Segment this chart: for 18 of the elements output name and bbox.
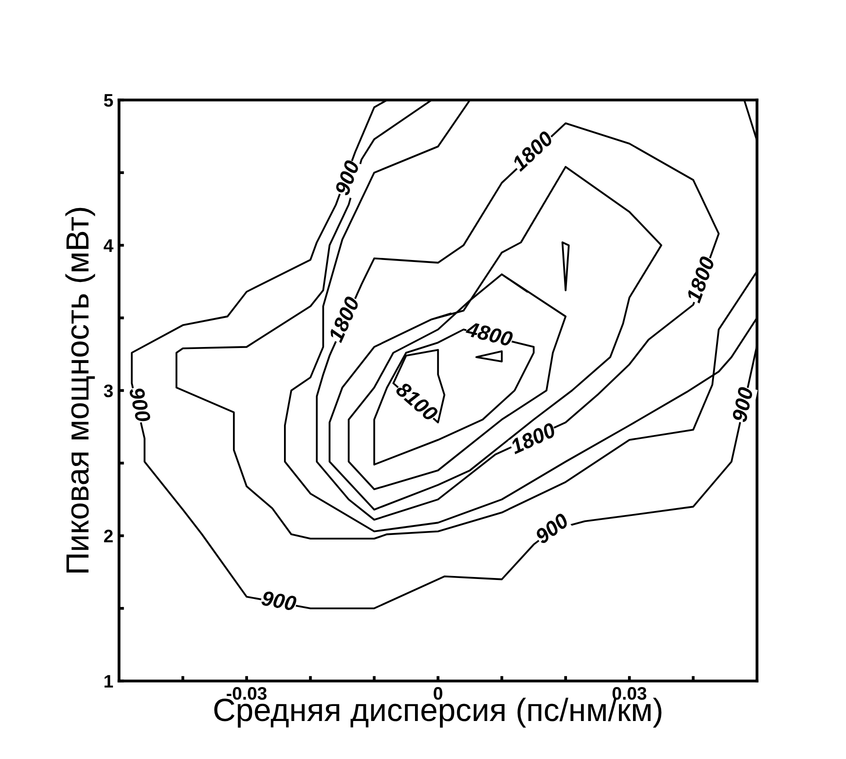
annotation: 900 xyxy=(732,386,754,423)
annotation: 1800 xyxy=(328,295,360,344)
y-axis-title: Пиковая мощность (мВт) xyxy=(65,208,96,572)
annotation: 900 xyxy=(260,590,298,612)
annotation: 900 xyxy=(128,386,151,424)
y-tick-label: 5 xyxy=(104,94,113,107)
annotation: 4800 xyxy=(464,321,514,347)
x-tick-label: 0.03 xyxy=(612,687,646,700)
x-tick-label: 0 xyxy=(434,687,442,700)
y-tick-label: 2 xyxy=(104,530,113,542)
annotation: 900 xyxy=(334,159,360,196)
annotation: 1800 xyxy=(686,255,716,304)
annotation: 1800 xyxy=(509,422,557,454)
y-tick-label: 3 xyxy=(104,384,113,398)
y-tick-label: 1 xyxy=(104,675,113,688)
y-tick-label: 4 xyxy=(104,239,114,252)
x-tick-label: -0.03 xyxy=(226,687,267,700)
annotation: 900 xyxy=(534,512,570,545)
